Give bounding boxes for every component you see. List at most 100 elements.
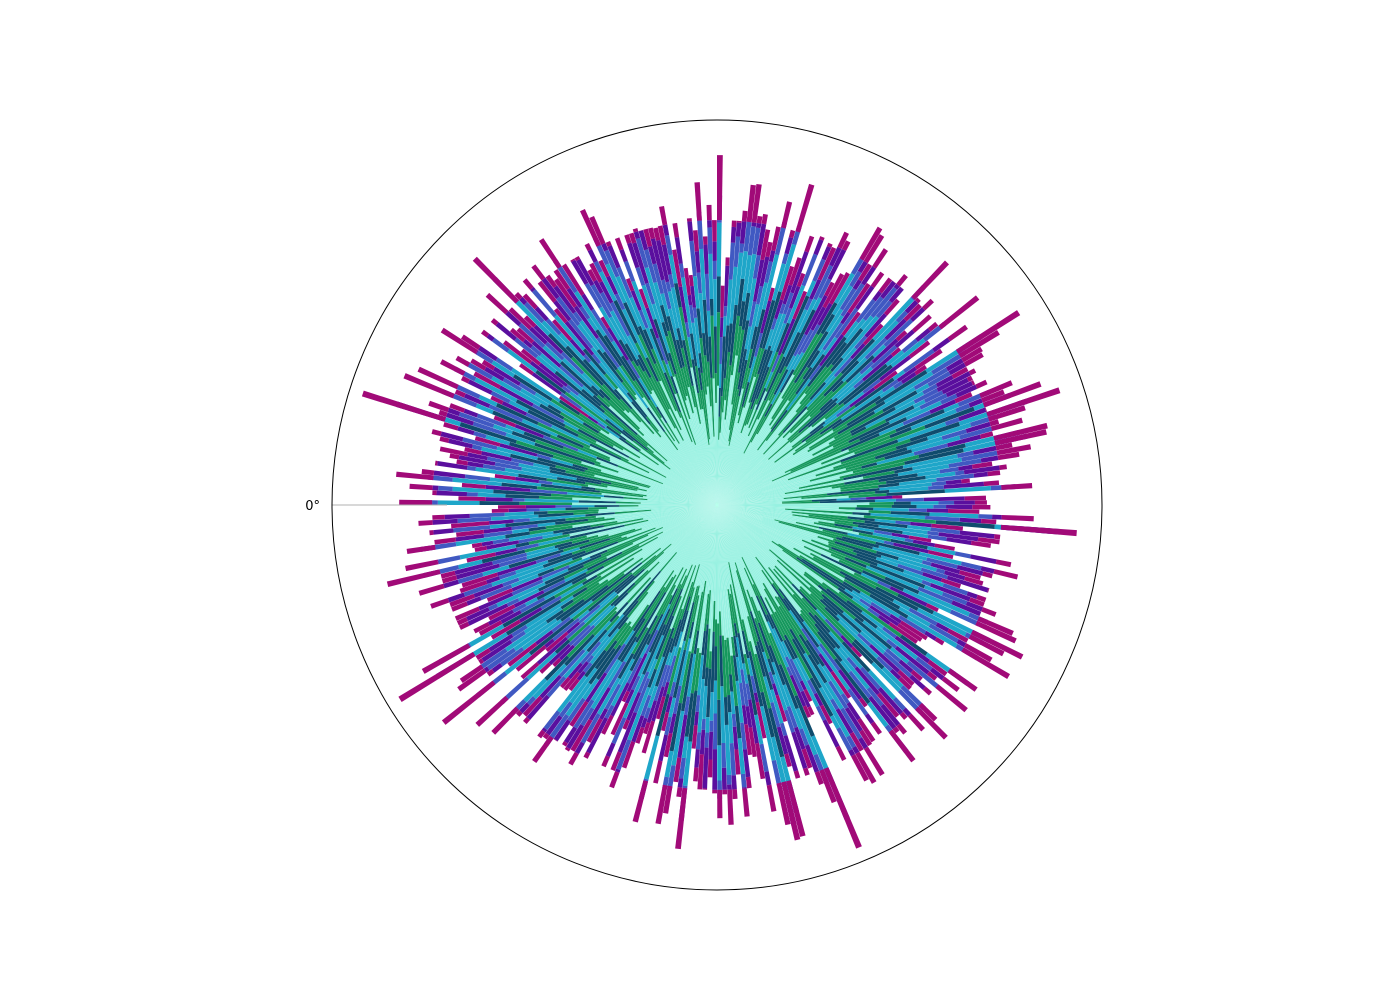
- bar-59-series-6: [570, 258, 576, 263]
- bar-321-series-0: [631, 505, 717, 574]
- bar-305-series-6: [532, 735, 554, 764]
- bar-81-series-5: [674, 236, 683, 264]
- bar-43-series-6: [508, 307, 533, 330]
- bar-201-series-1: [828, 548, 871, 567]
- bar-181-series-4: [908, 508, 927, 513]
- bar-198-series-2: [852, 549, 877, 560]
- bar-329-series-0: [641, 505, 717, 550]
- bar-3-series-1: [550, 493, 601, 499]
- bar-336-series-4: [511, 579, 544, 596]
- bar-84-series-3: [692, 276, 700, 309]
- bar-261-series-3: [735, 637, 744, 670]
- bar-142-series-2: [809, 421, 826, 435]
- bar-338-series-3: [510, 574, 539, 588]
- bar-314-series-2: [544, 655, 570, 681]
- bar-89-series-6: [712, 220, 717, 242]
- bar-4-series-3: [567, 492, 605, 498]
- bar-188-series-3: [902, 531, 929, 539]
- bar-282-series-4: [664, 716, 672, 736]
- bar-92-series-6: [725, 257, 730, 266]
- bar-270-series-6: [712, 789, 717, 794]
- bar-36-series-1: [564, 391, 622, 435]
- bar-165-series-2: [861, 462, 878, 469]
- bar-67-series-5: [607, 245, 621, 269]
- bar-319-series-2: [614, 575, 635, 593]
- bar-64-series-5: [605, 275, 619, 295]
- bar-52-series-1: [621, 381, 637, 401]
- bar-295-series-6: [621, 690, 630, 703]
- bar-34-series-6: [558, 395, 589, 418]
- bar-122-series-2: [793, 330, 829, 384]
- bar-51-series-5: [553, 300, 572, 322]
- bar-231-series-2: [816, 630, 843, 663]
- bar-109-series-2: [750, 350, 773, 410]
- bar-76-series-3: [668, 308, 679, 341]
- bar-199-series-3: [903, 569, 944, 587]
- bar-10-series-6: [449, 453, 460, 460]
- bar-331-series-3: [543, 582, 573, 601]
- bar-340-series-2: [542, 550, 586, 569]
- bar-191-series-1: [858, 532, 892, 542]
- bar-240-series-5: [852, 745, 860, 755]
- bar-57-series-5: [581, 293, 595, 311]
- bar-2-series-3: [477, 492, 506, 498]
- bar-1-series-4: [512, 498, 525, 502]
- bar-21-series-1: [617, 465, 664, 485]
- bar-15-series-2: [572, 463, 588, 471]
- bar-311-series-2: [586, 629, 608, 653]
- bar-47-series-2: [582, 358, 622, 401]
- bar-337-series-0: [662, 505, 717, 528]
- bar-251-series-2: [767, 658, 776, 676]
- bar-185-series-0: [717, 505, 792, 513]
- bar-254-series-4: [770, 701, 781, 728]
- bar-321-series-6: [441, 680, 496, 725]
- bar-216-series-6: [927, 659, 948, 677]
- bar-175-series-4: [928, 485, 945, 491]
- bar-259-series-0: [717, 505, 746, 655]
- bar-192-series-6: [927, 550, 954, 560]
- bar-297-series-4: [604, 704, 615, 719]
- bar-233-series-3: [802, 620, 822, 645]
- bar-310-series-5: [567, 662, 583, 680]
- bar-170-series-1: [784, 482, 845, 495]
- bar-214-series-2: [837, 587, 854, 600]
- bar-237-series-1: [774, 595, 801, 636]
- bar-47-series-5: [534, 306, 549, 322]
- bar-220-series-3: [842, 611, 888, 651]
- bar-171-series-5: [958, 464, 973, 471]
- bar-249-series-5: [804, 744, 820, 773]
- bar-130-series-4: [875, 300, 893, 319]
- bar-218-series-6: [926, 671, 938, 681]
- bar-90-series-1: [717, 312, 721, 386]
- bar-95-series-4: [739, 243, 745, 253]
- bar-53-series-4: [572, 311, 583, 323]
- bar-131-series-4: [854, 335, 868, 350]
- bar-307-series-4: [543, 710, 561, 731]
- bar-189-series-2: [834, 523, 853, 529]
- bar-201-series-4: [941, 591, 968, 606]
- bar-196-series-3: [897, 557, 937, 572]
- bar-302-series-6: [562, 741, 568, 747]
- bar-304-series-3: [582, 678, 599, 700]
- bar-31-series-2: [582, 421, 600, 434]
- bar-223-series-4: [876, 655, 893, 672]
- bar-141-series-2: [842, 364, 893, 406]
- bar-203-series-1: [830, 553, 886, 580]
- bar-215-series-3: [925, 652, 951, 673]
- bar-283-series-5: [665, 695, 673, 713]
- bar-44-series-4: [560, 351, 585, 375]
- bar-39-series-1: [603, 411, 654, 454]
- bar-49-series-3: [553, 314, 586, 351]
- bar-129-series-4: [870, 286, 898, 318]
- bar-97-series-3: [742, 254, 752, 302]
- bar-170-series-0: [717, 493, 785, 505]
- bar-2-series-1: [538, 495, 573, 500]
- bar-50-series-6: [553, 307, 568, 324]
- bar-298-series-1: [656, 567, 684, 617]
- bar-320-series-2: [587, 573, 634, 612]
- bar-113-series-4: [812, 258, 826, 282]
- bar-276-series-0: [698, 505, 717, 654]
- bar-256-series-1: [748, 641, 764, 693]
- bar-199-series-5: [966, 591, 978, 600]
- bar-284-series-0: [679, 505, 717, 648]
